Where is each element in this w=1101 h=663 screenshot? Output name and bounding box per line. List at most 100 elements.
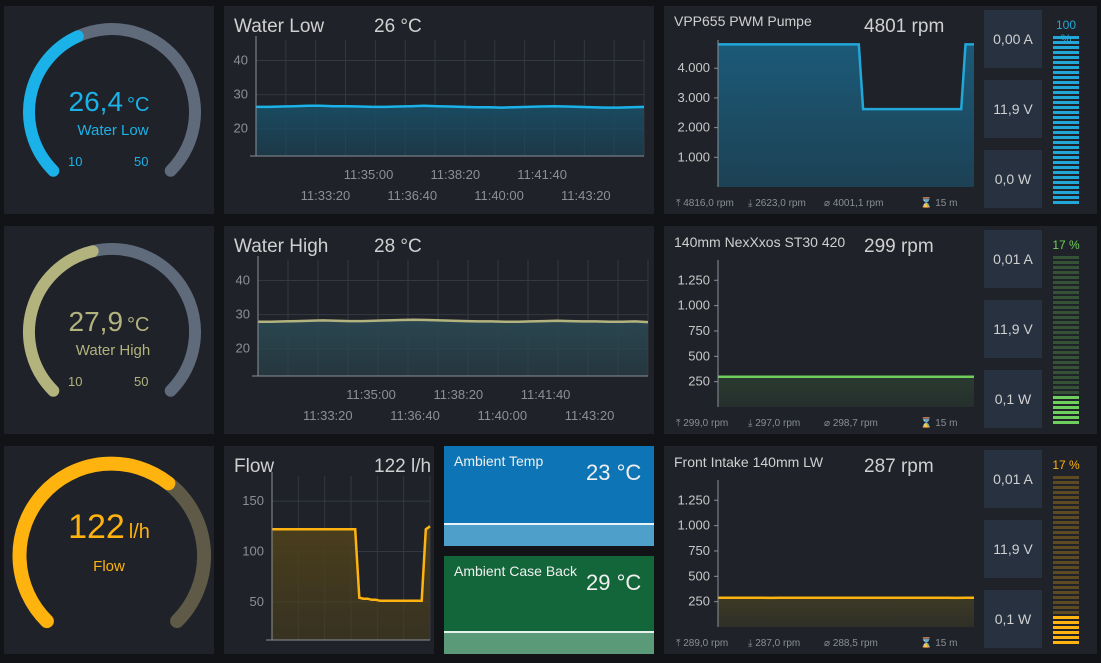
x-tick-label: 11:33:20 <box>301 188 351 203</box>
level-segment <box>1053 261 1079 264</box>
stat-max: ⤒ 289,0 rpm <box>676 638 729 649</box>
level-bar <box>1053 256 1079 426</box>
level-segment <box>1053 521 1079 524</box>
level-segment <box>1053 401 1079 404</box>
chart-panel-flow: Flow 122 l/h 150 100 50 <box>224 446 434 654</box>
y-tick-label: 500 <box>688 568 710 583</box>
chart-area <box>718 44 974 188</box>
stat-span: ⌛ 15 m <box>920 198 958 209</box>
stat-max: ⤒ 299,0 rpm <box>676 418 729 429</box>
gauge-fill <box>22 245 99 397</box>
x-tick-label: 11:33:20 <box>303 408 353 423</box>
stat-avg: ⌀ 298,7 rpm <box>824 418 878 429</box>
gauge-value: 26,4 °C <box>68 86 150 117</box>
level-segment <box>1053 176 1079 179</box>
level-segment <box>1053 606 1079 609</box>
chart-panel-water-low: Water Low 26 °C 40 30 20 11:35:00 11:38:20 11… <box>224 6 654 214</box>
level-segment <box>1053 371 1079 374</box>
level-segment <box>1053 121 1079 124</box>
level-segment <box>1053 71 1079 74</box>
level-segment <box>1053 91 1079 94</box>
level-segment <box>1053 336 1079 339</box>
current-readout: 0,01 A <box>984 450 1042 508</box>
y-tick-label: 30 <box>236 307 250 322</box>
fan-rpm-value: 287 rpm <box>864 456 934 477</box>
level-segment <box>1053 66 1079 69</box>
stat-avg: ⌀ 288,5 rpm <box>824 638 878 649</box>
level-segment <box>1053 266 1079 269</box>
level-segment <box>1053 491 1079 494</box>
level-segment <box>1053 156 1079 159</box>
level-segment <box>1053 356 1079 359</box>
gauge-label: Water High <box>75 342 151 359</box>
level-segment <box>1053 481 1079 484</box>
level-segment <box>1053 296 1079 299</box>
level-segment <box>1053 111 1079 114</box>
voltage-readout: 11,9 V <box>984 300 1042 358</box>
level-segment <box>1053 351 1079 354</box>
y-tick-label: 3.000 <box>677 90 710 105</box>
level-segment <box>1053 126 1079 129</box>
chart-panel-water-high: Water High 28 °C 40 30 20 11:35:00 11:38:20 1… <box>224 226 654 434</box>
x-tick-label: 11:38:20 <box>430 167 480 182</box>
temp-chart-water-high: 40 30 20 11:35:00 11:38:20 11:41:40 11:33:20 11… <box>236 256 649 423</box>
stat-min: ⤓ 297,0 rpm <box>748 418 801 429</box>
percent-label: 17 % <box>1052 238 1080 252</box>
stat-min: ⤓ 287,0 rpm <box>748 638 801 649</box>
gauge-flow <box>12 456 212 629</box>
level-segment <box>1053 571 1079 574</box>
ambient-line <box>444 631 654 633</box>
temp-chart-water-low: 40 30 20 11:35:00 11:38:20 11:41:40 11:33:20 11… <box>234 36 645 203</box>
ambient-panel-temp: Ambient Temp 23 °C <box>444 446 654 546</box>
stat-max: ⤒ 4816,0 rpm <box>676 198 734 209</box>
y-tick-label: 2.000 <box>677 120 710 135</box>
level-segment <box>1053 61 1079 64</box>
percent-label: 100 % <box>1055 18 1077 46</box>
x-tick-label: 11:35:00 <box>346 387 396 402</box>
fan-panel-radiator: 140mm NexXxos ST30 420 299 rpm 1.250 1.00… <box>664 226 1097 434</box>
flow-chart: 150 100 50 <box>242 472 431 641</box>
x-tick-label: 11:36:40 <box>387 188 437 203</box>
level-segment <box>1053 596 1079 599</box>
level-segment <box>1053 86 1079 89</box>
gauge-value: 122 l/h <box>68 508 150 546</box>
level-segment <box>1053 321 1079 324</box>
chart-title: Water Low <box>234 16 325 37</box>
chart-title: Water High <box>234 236 329 257</box>
gauge-value: 27,9 °C <box>68 306 150 337</box>
x-tick-label: 11:41:40 <box>521 387 571 402</box>
gauge-track <box>86 243 202 397</box>
gauge-fill <box>12 456 176 629</box>
fan-panel-pump: VPP655 PWM Pumpe 4801 rpm 4.000 3.000 2.00… <box>664 6 1097 214</box>
y-tick-label: 250 <box>688 374 710 389</box>
level-segment <box>1053 316 1079 319</box>
x-tick-label: 11:40:00 <box>474 188 524 203</box>
fan-rpm-value: 4801 rpm <box>864 16 945 37</box>
series-line <box>718 43 974 111</box>
stat-span: ⌛ 15 m <box>920 638 958 649</box>
y-tick-label: 4.000 <box>677 60 710 75</box>
level-segment <box>1053 141 1079 144</box>
level-segment <box>1053 116 1079 119</box>
level-segment <box>1053 46 1079 49</box>
x-tick-label: 11:36:40 <box>390 408 440 423</box>
level-segment <box>1053 331 1079 334</box>
fan-title: Front Intake 140mm LW <box>674 454 824 470</box>
power-readout: 0,1 W <box>984 370 1042 428</box>
level-segment <box>1053 381 1079 384</box>
ambient-lower-band <box>444 524 654 546</box>
x-tick-label: 11:43:20 <box>561 188 611 203</box>
level-segment <box>1053 551 1079 554</box>
gauge-fill <box>23 30 84 177</box>
chart-area <box>256 105 644 156</box>
y-tick-label: 1.000 <box>677 298 710 313</box>
level-segment <box>1053 546 1079 549</box>
level-segment <box>1053 361 1079 364</box>
ambient-line <box>444 523 654 525</box>
level-segment <box>1053 601 1079 604</box>
level-bar <box>1053 36 1079 206</box>
level-segment <box>1053 421 1079 424</box>
fan-panel-front-intake: Front Intake 140mm LW 287 rpm 1.250 1.000… <box>664 446 1097 654</box>
chart-area <box>258 319 648 376</box>
current-readout: 0,00 A <box>984 10 1042 68</box>
